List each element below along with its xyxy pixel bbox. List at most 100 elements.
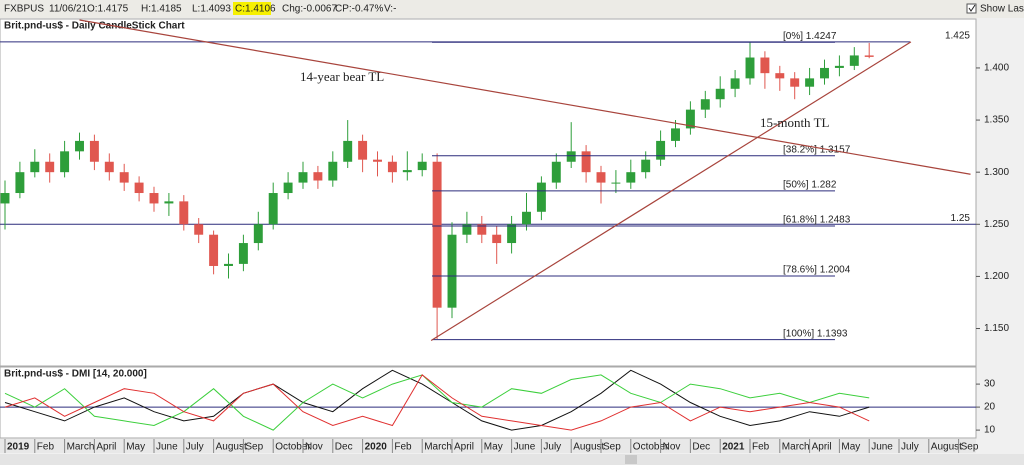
x-tick-label: Dec <box>335 442 353 453</box>
fib-label: [0%] 1.4247 <box>783 31 837 42</box>
candle-body <box>298 172 308 183</box>
dmi-panel <box>0 366 977 439</box>
candle-body <box>536 182 546 212</box>
candle-body <box>224 263 233 266</box>
candle-body <box>790 78 800 87</box>
candle-body <box>119 172 129 183</box>
candle-body <box>775 73 785 79</box>
price-panel-title: Brit.pnd-us$ - Daily CandleStick Chart <box>4 21 185 32</box>
candle-body <box>566 151 576 162</box>
candle-body <box>45 161 55 173</box>
trend-label: 15-month TL <box>760 115 830 130</box>
candle-body <box>387 161 397 173</box>
candle-body <box>730 78 740 89</box>
level-label: 1.425 <box>945 31 970 42</box>
candle-body <box>715 88 725 100</box>
y-tick-label: 1.250 <box>984 219 1009 230</box>
candle-body <box>834 65 844 68</box>
x-tick-label: Sep <box>603 442 621 453</box>
x-tick-label: Feb <box>752 442 770 453</box>
candle-body <box>611 182 621 184</box>
candle-body <box>432 161 442 308</box>
candle-body <box>164 201 174 204</box>
candle-body <box>849 55 859 66</box>
fib-label: [50%] 1.282 <box>783 180 837 191</box>
candle-body <box>283 182 293 194</box>
x-tick-label: Sep <box>245 442 263 453</box>
dmi-line <box>4 369 870 431</box>
symbol: FXBPUS <box>4 4 44 15</box>
candle-body <box>760 57 770 74</box>
close: C:1.4106 <box>235 4 276 15</box>
x-tick-label: May <box>126 442 145 453</box>
candle-body <box>358 140 368 160</box>
trend-line <box>430 41 912 342</box>
fib-label: [38.2%] 1.3157 <box>783 144 851 155</box>
candle-body <box>75 140 84 152</box>
candle-body <box>134 182 144 194</box>
candle-body <box>864 55 874 57</box>
x-tick-label: March <box>67 442 95 453</box>
x-tick-label: Feb <box>394 442 412 453</box>
x-tick-label: October <box>275 442 311 453</box>
x-tick-label: May <box>841 442 860 453</box>
candle-body <box>820 67 829 79</box>
candle-body <box>313 172 323 181</box>
x-tick-label: June <box>514 442 536 453</box>
scroll-thumb[interactable] <box>625 455 637 464</box>
candle-body <box>745 57 755 79</box>
x-tick-label: April <box>96 442 116 453</box>
change: Chg:-0.0067 <box>282 4 337 15</box>
dmi-line <box>4 374 870 431</box>
x-tick-label: Sep <box>961 442 979 453</box>
candle-body <box>179 201 189 225</box>
x-tick-label: August <box>931 442 962 453</box>
trend-line <box>79 19 971 175</box>
candle-body <box>492 234 502 244</box>
candle-body <box>596 172 606 183</box>
candle-body <box>30 161 40 173</box>
candle-body <box>641 159 651 173</box>
date: 11/06/21 <box>49 4 88 15</box>
x-tick-label: Feb <box>37 442 55 453</box>
show-last-checkbox[interactable] <box>966 3 977 14</box>
candle-body <box>671 128 680 141</box>
trend-label: 14-year bear TL <box>300 69 384 84</box>
change-pct: CP:-0.47% <box>335 4 383 15</box>
scrollbar[interactable] <box>0 454 1024 465</box>
y-tick-label: 20 <box>984 402 996 413</box>
x-tick-label: October <box>633 442 669 453</box>
candle-body <box>104 161 114 173</box>
open: O:1.4175 <box>87 4 129 15</box>
date-axis <box>0 439 976 453</box>
candle-body <box>373 159 382 162</box>
x-tick-label: July <box>543 442 561 453</box>
x-tick-label: May <box>484 442 503 453</box>
candle-body <box>0 193 10 204</box>
dmi-line <box>4 374 870 431</box>
candle-body <box>89 140 99 162</box>
x-tick-label: Nov <box>305 442 323 453</box>
y-tick-label: 1.200 <box>984 271 1009 282</box>
candle-body <box>581 151 591 173</box>
candle-body <box>805 78 815 87</box>
candle-body <box>343 140 353 162</box>
candle-body <box>522 211 531 225</box>
candle-body <box>700 99 710 110</box>
fib-label: [100%] 1.1393 <box>783 328 848 339</box>
x-tick-label: June <box>871 442 893 453</box>
y-tick-label: 1.150 <box>984 323 1009 334</box>
x-tick-label: June <box>156 442 178 453</box>
x-tick-label: Nov <box>663 442 681 453</box>
x-tick-label: July <box>901 442 919 453</box>
candle-body <box>328 161 338 181</box>
candle-body <box>551 161 561 183</box>
show-last-label[interactable]: Show Last <box>980 4 1024 15</box>
y-tick-label: 10 <box>984 425 996 436</box>
x-tick-label: Dec <box>692 442 710 453</box>
candle-body <box>462 224 472 235</box>
low: L:1.4093 <box>192 4 231 15</box>
x-tick-label: April <box>454 442 474 453</box>
x-tick-label: 2021 <box>722 442 745 453</box>
